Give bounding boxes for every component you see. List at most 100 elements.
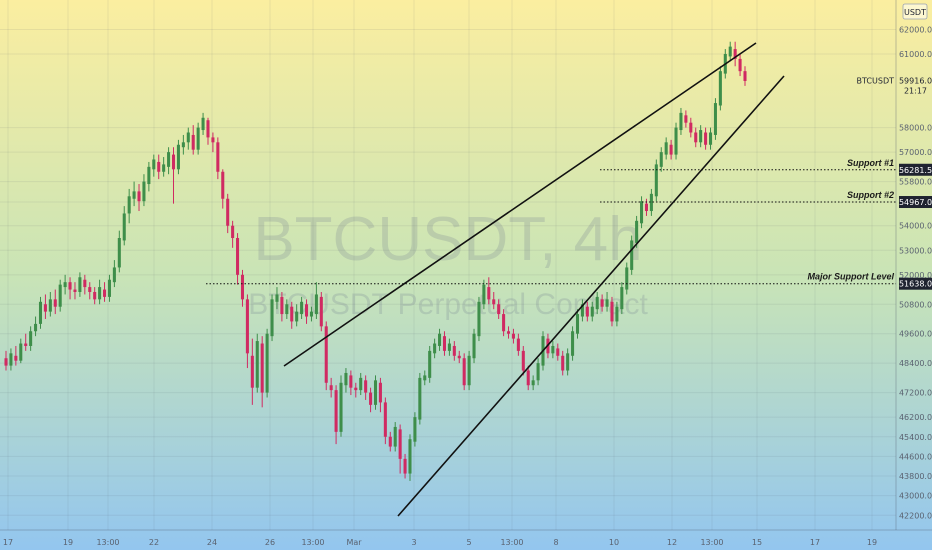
y-tick-label: 54000.0 [899, 222, 932, 231]
candle-body [137, 191, 141, 202]
upper-trendline[interactable] [283, 42, 757, 367]
x-tick-label: 5 [466, 538, 471, 547]
candle-body [580, 304, 584, 317]
candle-body [635, 220, 639, 243]
candle-body [708, 132, 713, 145]
candle-body [669, 144, 673, 155]
candle-body [157, 161, 161, 172]
candle-body [221, 171, 225, 199]
candle-body [393, 426, 397, 447]
y-tick-label: 62000.0 [899, 25, 932, 34]
candle-body [300, 301, 304, 315]
candle-body [551, 345, 555, 354]
candle-body [398, 429, 402, 459]
currency-button[interactable] [902, 3, 928, 20]
candle-body [679, 112, 683, 131]
x-tick-label: 13:00 [301, 538, 324, 547]
candle-body [216, 142, 220, 172]
candle-body [167, 152, 171, 167]
candle-body [590, 306, 594, 317]
candle-body [196, 127, 200, 150]
support-level-name: Support #1 [847, 158, 894, 168]
y-tick-label: 47200.0 [899, 389, 932, 398]
candle-body [186, 132, 190, 143]
candle-body [38, 301, 43, 324]
y-tick-label: 42200.0 [899, 511, 932, 520]
candle-body [600, 299, 604, 307]
candle-body [68, 282, 72, 290]
support-level-value: 56281.5 [899, 166, 932, 175]
candle-body [295, 311, 299, 322]
candle-body [403, 458, 407, 474]
support-level-tag [899, 196, 932, 209]
x-tick-label: 13:00 [700, 538, 723, 547]
x-tick-label: 8 [553, 538, 558, 547]
candle-body [457, 355, 461, 359]
candle-body [319, 296, 323, 327]
candle-body [585, 306, 589, 317]
x-tick-label: Mar [346, 538, 362, 547]
candle-body [364, 380, 368, 393]
candle-body [171, 154, 176, 170]
candle-body [556, 348, 560, 356]
candle-body [467, 355, 471, 386]
candle-body [4, 358, 8, 366]
candle-body [433, 343, 437, 354]
candle-body [270, 299, 274, 337]
candle-body [704, 132, 708, 145]
candle-body [713, 103, 717, 135]
candle-body [531, 380, 535, 386]
last-price-value: 59916.0 [899, 77, 932, 86]
candle-body [250, 355, 254, 388]
candle-body [640, 201, 644, 224]
candle-body [88, 287, 92, 292]
candle-body [561, 355, 565, 371]
lower-trendline[interactable] [397, 75, 785, 517]
x-tick-label: 13:00 [500, 538, 523, 547]
support-level-value: 54967.0 [899, 198, 932, 207]
candle-body [664, 142, 668, 155]
candle-body [492, 299, 496, 305]
watermark: BTCUSDT, 4h BTCUSDT Perpetual Contract [248, 205, 648, 321]
candle-body [107, 279, 111, 297]
candle-body [526, 370, 530, 386]
candle-body [226, 198, 230, 226]
candle-body [743, 71, 747, 81]
candle-body [649, 193, 653, 212]
candle-body [162, 164, 166, 172]
candle-body [211, 137, 215, 143]
x-tick-label: 19 [867, 538, 877, 547]
candle-body [309, 311, 313, 317]
x-tick-label: 10 [609, 538, 619, 547]
candle-body [571, 331, 575, 356]
y-tick-label: 57000.0 [899, 148, 932, 157]
support-level-value: 51638.0 [899, 280, 932, 289]
candle-body [280, 296, 284, 315]
candle-body [428, 350, 432, 378]
candle-body [373, 380, 378, 405]
candle-body [344, 372, 348, 386]
candle-body [423, 375, 427, 381]
candle-body [516, 338, 520, 351]
candle-body [694, 132, 698, 143]
candle-body [605, 299, 609, 307]
support-level-name: Major Support Level [807, 272, 894, 282]
candle-body [255, 341, 259, 388]
x-tick-label: 26 [265, 538, 275, 547]
candle-body [63, 282, 67, 288]
candle-body [644, 203, 648, 212]
candle-body [354, 387, 358, 391]
candle-body [452, 345, 456, 356]
candle-body [24, 343, 28, 346]
candle-body [290, 306, 294, 322]
trendlines[interactable] [283, 42, 785, 517]
support-level-name: Support #2 [847, 190, 894, 200]
candle-body [442, 336, 447, 351]
x-tick-label: 17 [3, 538, 13, 547]
candle-body [383, 402, 387, 437]
candle-body [477, 301, 481, 337]
candle-body [14, 355, 18, 361]
